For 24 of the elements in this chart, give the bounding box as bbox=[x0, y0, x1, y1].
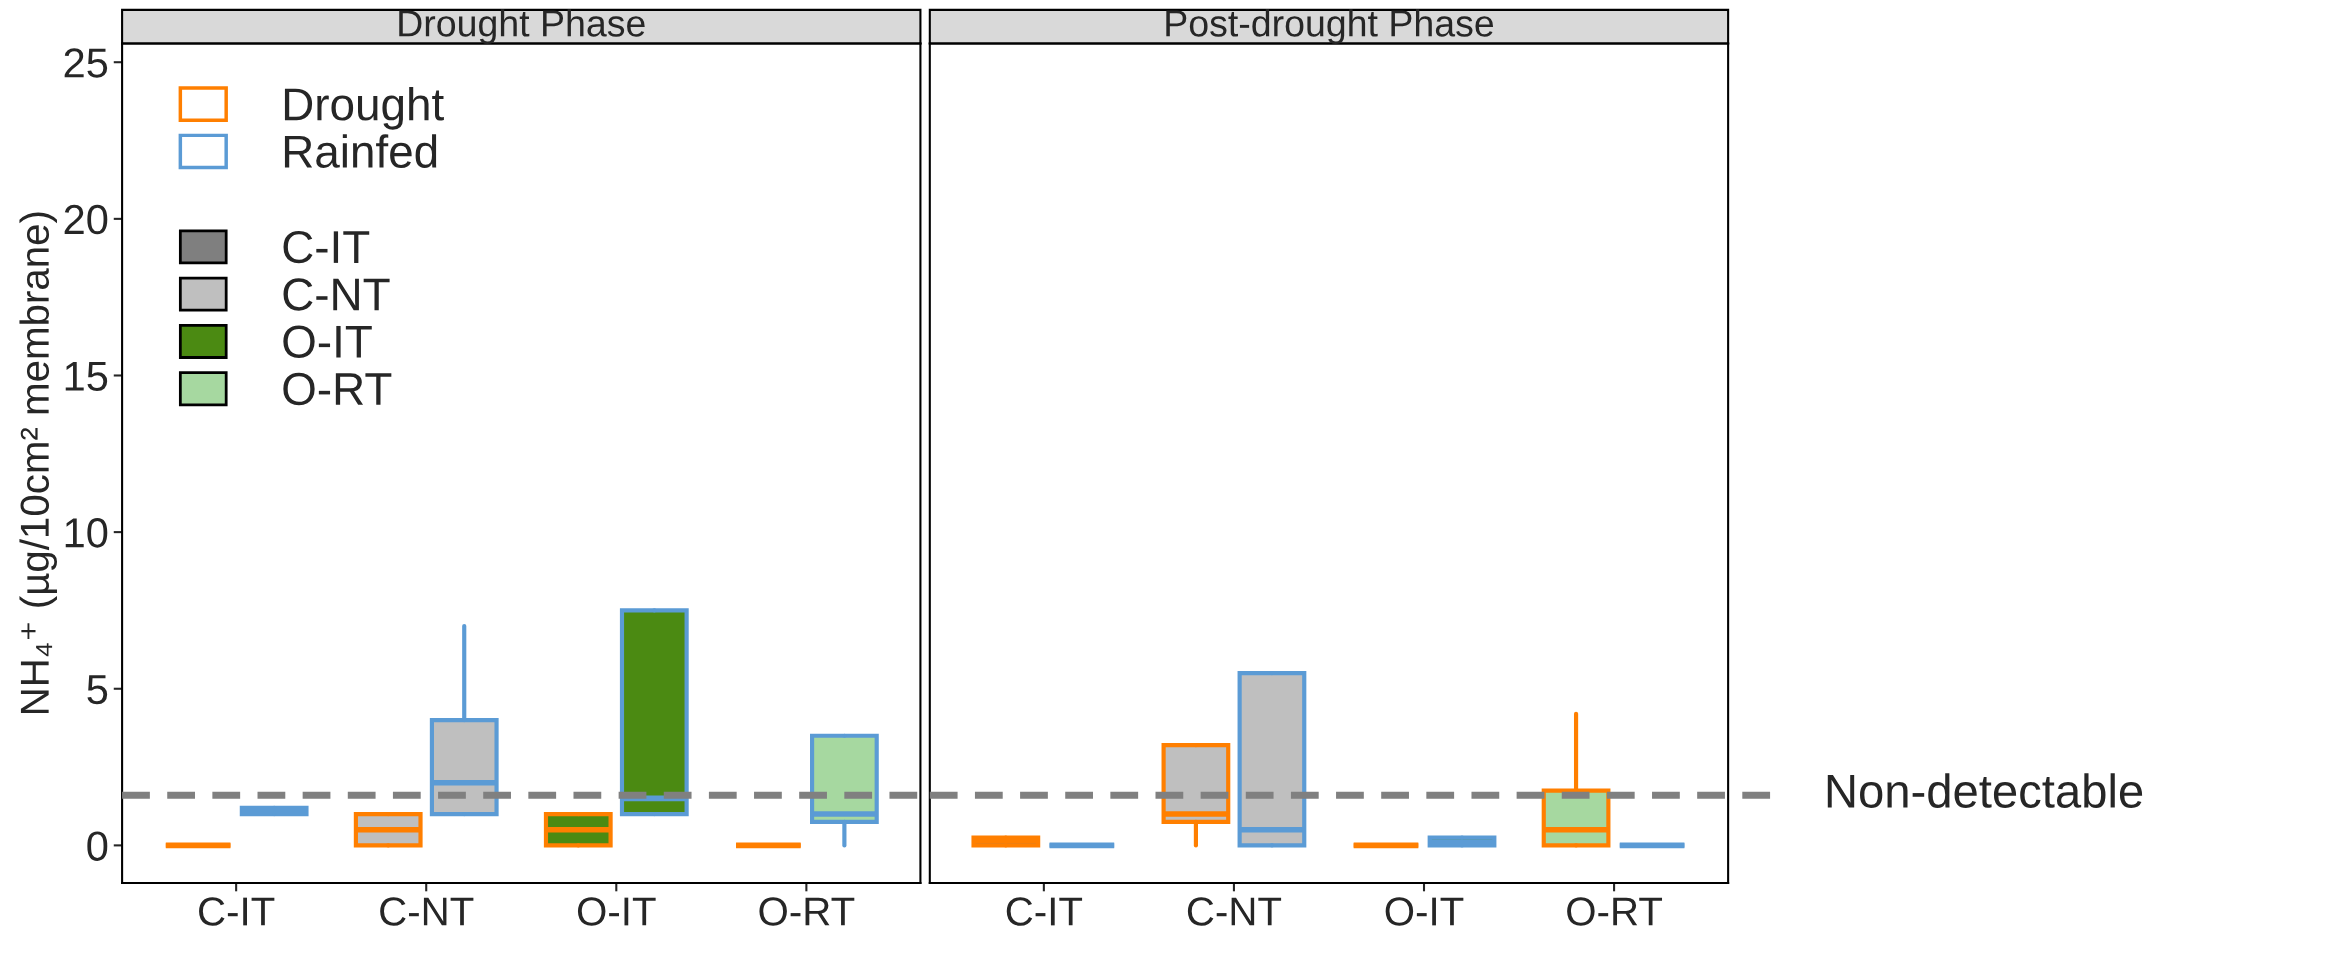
ref-line-label: Non-detectable bbox=[1827, 773, 2143, 808]
category-label: C-NT bbox=[283, 278, 390, 311]
category-label: C-IT bbox=[283, 230, 370, 264]
legend-label: Rainfed bbox=[284, 134, 437, 168]
y-tick-label: 10 bbox=[65, 518, 108, 548]
x-tick-label: O-IT bbox=[577, 897, 656, 926]
category-label: O-RT bbox=[283, 372, 392, 406]
legend-label: Drought bbox=[284, 86, 444, 130]
y-tick-label: 25 bbox=[64, 48, 108, 78]
y-tick-label: 5 bbox=[87, 675, 108, 705]
chart-title: Post-drought Phase bbox=[1166, 9, 1494, 45]
x-tick-label: O-RT bbox=[1567, 897, 1663, 926]
y-tick-label: 20 bbox=[64, 204, 108, 235]
x-tick-label: C-IT bbox=[1006, 897, 1083, 926]
x-tick-label: C-IT bbox=[199, 897, 275, 926]
category-label: O-IT bbox=[283, 325, 372, 358]
y-axis-title: NH₄⁺ (µg/10cm² membrane) bbox=[19, 212, 57, 714]
x-tick-label: O-IT bbox=[1385, 897, 1464, 926]
chart-title: Drought Phase bbox=[399, 9, 645, 45]
y-tick-label: 0 bbox=[87, 831, 108, 861]
x-tick-label: O-RT bbox=[759, 897, 855, 926]
x-tick-label: C-NT bbox=[380, 897, 474, 926]
y-tick-label: 15 bbox=[65, 361, 108, 391]
x-tick-label: C-NT bbox=[1187, 897, 1282, 926]
